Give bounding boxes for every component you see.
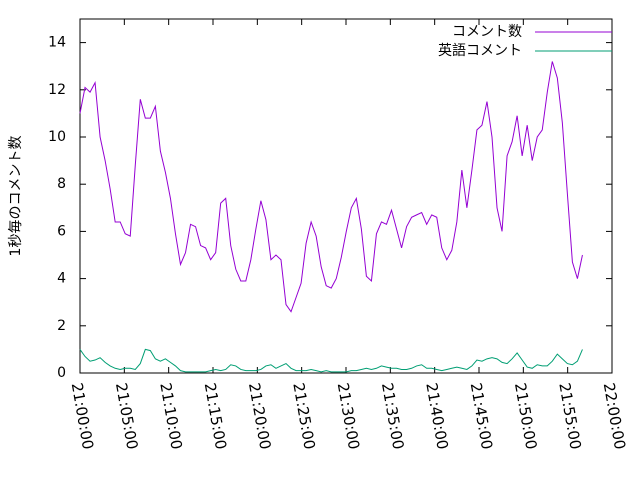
x-tick-label: 21:50:00 bbox=[511, 381, 540, 450]
y-tick-label: 14 bbox=[48, 35, 66, 51]
series-line bbox=[79, 348, 583, 373]
x-tick-label: 21:55:00 bbox=[555, 381, 584, 450]
y-tick-label: 10 bbox=[48, 129, 66, 145]
x-tick-label: 21:20:00 bbox=[245, 381, 274, 450]
y-axis-label: 1秒毎のコメント数 bbox=[8, 136, 24, 257]
legend-label: 英語コメント bbox=[438, 42, 522, 59]
x-tick-label: 22:00:00 bbox=[600, 381, 629, 450]
x-tick-label: 21:25:00 bbox=[289, 381, 318, 450]
x-tick-label: 21:05:00 bbox=[112, 381, 141, 450]
y-tick-label: 8 bbox=[57, 176, 66, 192]
y-tick-label: 6 bbox=[57, 223, 66, 239]
plot-border bbox=[79, 18, 613, 374]
y-tick-label: 4 bbox=[57, 271, 66, 287]
y-tick-label: 12 bbox=[48, 82, 66, 98]
x-tick-label: 21:00:00 bbox=[68, 381, 97, 450]
legend-label: コメント数 bbox=[452, 24, 522, 40]
x-tick-label: 21:10:00 bbox=[156, 381, 185, 450]
y-tick-label: 0 bbox=[57, 365, 66, 381]
x-tick-label: 21:45:00 bbox=[467, 381, 496, 450]
x-tick-label: 21:30:00 bbox=[334, 381, 363, 450]
x-tick-label: 21:35:00 bbox=[378, 381, 407, 450]
x-tick-label: 21:40:00 bbox=[422, 381, 451, 450]
y-tick-label: 2 bbox=[57, 318, 66, 334]
series-line bbox=[79, 61, 583, 313]
x-tick-label: 21:15:00 bbox=[201, 381, 230, 450]
